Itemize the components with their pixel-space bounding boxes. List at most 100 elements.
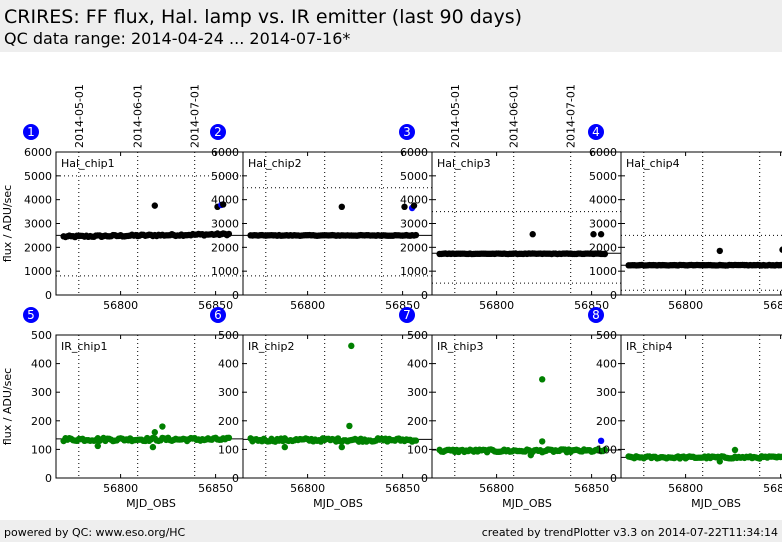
outlier-point: [220, 201, 227, 208]
y-tick-label: 300: [407, 386, 428, 399]
panel-badge-number: 8: [592, 308, 600, 322]
page-footer: powered by QC: www.eso.org/HC created by…: [0, 520, 782, 542]
date-marker-label: 2014-05-01: [449, 84, 462, 148]
y-tick-label: 3000: [589, 218, 617, 231]
panel-badge: [588, 307, 604, 323]
y-tick-label: 200: [218, 415, 239, 428]
data-point: [601, 446, 609, 453]
panel-badge-number: 5: [27, 308, 35, 322]
y-tick-label: 3000: [211, 218, 239, 231]
y-tick-label: 5000: [24, 170, 52, 183]
panel-badge-number: 4: [592, 125, 600, 139]
panel-frame: [55, 334, 247, 479]
panel-name: IR_chip4: [626, 340, 672, 353]
page-title: CRIRES: FF flux, Hal. lamp vs. IR emitte…: [4, 6, 523, 28]
outlier-point: [159, 423, 166, 430]
date-marker-label: 2014-07-01: [565, 84, 578, 148]
x-tick-label: 56800: [103, 482, 138, 495]
y-tick-label: 4000: [211, 194, 239, 207]
outlier-point: [716, 247, 723, 255]
panel-name: Hal_chip2: [248, 157, 302, 170]
outlier-point: [401, 203, 408, 211]
y-tick-label: 4000: [400, 194, 428, 207]
x-tick-label: 56850: [198, 299, 233, 312]
outlier-point: [539, 376, 546, 383]
y-tick-label: 6000: [24, 146, 52, 159]
panel-badge: [399, 307, 415, 323]
data-point: [412, 437, 420, 444]
y-tick-label: 500: [407, 329, 428, 342]
y-tick-label: 5000: [400, 170, 428, 183]
panel-badge: [23, 307, 39, 323]
y-tick-label: 3000: [400, 218, 428, 231]
x-tick-label: 56800: [668, 299, 703, 312]
y-tick-label: 1000: [211, 265, 239, 278]
panel-name: IR_chip1: [61, 340, 107, 353]
outlier-point: [410, 202, 418, 209]
y-tick-label: 300: [596, 386, 617, 399]
y-tick-label: 0: [232, 472, 239, 485]
page-header: CRIRES: FF flux, Hal. lamp vs. IR emitte…: [0, 0, 782, 52]
outlier-point: [151, 429, 158, 436]
y-tick-label: 200: [596, 415, 617, 428]
x-tick-label: 56850: [574, 482, 609, 495]
y-tick-label: 2000: [589, 241, 617, 254]
x-tick-label: 56800: [668, 482, 703, 495]
y-tick-label: 200: [31, 415, 52, 428]
outlier-point: [716, 458, 723, 465]
footer-created-by: created by trendPlotter v3.3 on 2014-07-…: [481, 526, 778, 539]
panel-badge: [588, 124, 604, 140]
panel-badge: [399, 124, 415, 140]
date-marker-label: 2014-06-01: [132, 84, 145, 148]
x-tick-label: 56800: [479, 299, 514, 312]
panel-8: 0 100 200 300 400 500 56800 56850 IR_chip4 8 MJD_O…: [588, 307, 782, 510]
panel-name: Hal_chip4: [626, 157, 680, 170]
x-axis-label: MJD_OBS: [502, 497, 552, 510]
x-tick-label: 56800: [479, 482, 514, 495]
panel-badge-number: 3: [403, 125, 411, 139]
outlier-point: [590, 231, 597, 238]
panel-name: IR_chip3: [437, 340, 483, 353]
page-subtitle: QC data range: 2014-04-24 ... 2014-07-16…: [4, 29, 351, 48]
x-tick-label: 56800: [103, 299, 138, 312]
y-tick-label: 3000: [24, 218, 52, 231]
panel-6: 0 100 200 300 400 500 56800 56850 IR_chip2 6 MJD_O…: [210, 307, 434, 510]
outlier-point: [151, 202, 158, 209]
y-tick-label: 6000: [211, 146, 239, 159]
data-point: [412, 231, 420, 239]
outlier-point: [338, 203, 345, 211]
outlier-point: [731, 446, 739, 454]
y-tick-label: 300: [31, 386, 52, 399]
y-tick-label: 1000: [589, 265, 617, 278]
x-axis-label: MJD_OBS: [313, 497, 363, 510]
y-tick-label: 300: [218, 386, 239, 399]
x-tick-label: 56850: [763, 299, 782, 312]
panel-badge: [23, 124, 39, 140]
panel-badge-number: 2: [214, 125, 222, 139]
panel-name: IR_chip2: [248, 340, 294, 353]
outlier-point: [346, 422, 353, 430]
date-marker-label: 2014-07-01: [189, 84, 202, 148]
y-tick-label: 500: [31, 329, 52, 342]
footer-powered-by: powered by QC: www.eso.org/HC: [4, 526, 186, 539]
y-axis-label: flux / ADU/sec: [1, 368, 14, 445]
y-tick-label: 100: [596, 443, 617, 456]
outlier-point: [281, 443, 288, 451]
panel-4: 0 1000 2000 3000 4000 5000 6000 56800 56850 Hal_c…: [588, 124, 782, 312]
y-axis-label: flux / ADU/sec: [1, 185, 14, 262]
x-tick-label: 56800: [290, 299, 325, 312]
y-tick-label: 500: [596, 329, 617, 342]
y-tick-label: 0: [45, 472, 52, 485]
y-tick-label: 400: [31, 358, 52, 371]
data-point: [779, 261, 782, 269]
outlier-point: [94, 442, 102, 450]
panel-badge-number: 7: [403, 308, 411, 322]
y-tick-label: 0: [610, 472, 617, 485]
y-tick-label: 5000: [211, 170, 239, 183]
outlier-point: [149, 443, 157, 451]
panel-frame: [242, 334, 434, 479]
panel-badge-number: 6: [214, 308, 222, 322]
outlier-point: [527, 451, 534, 459]
y-tick-label: 6000: [589, 146, 617, 159]
